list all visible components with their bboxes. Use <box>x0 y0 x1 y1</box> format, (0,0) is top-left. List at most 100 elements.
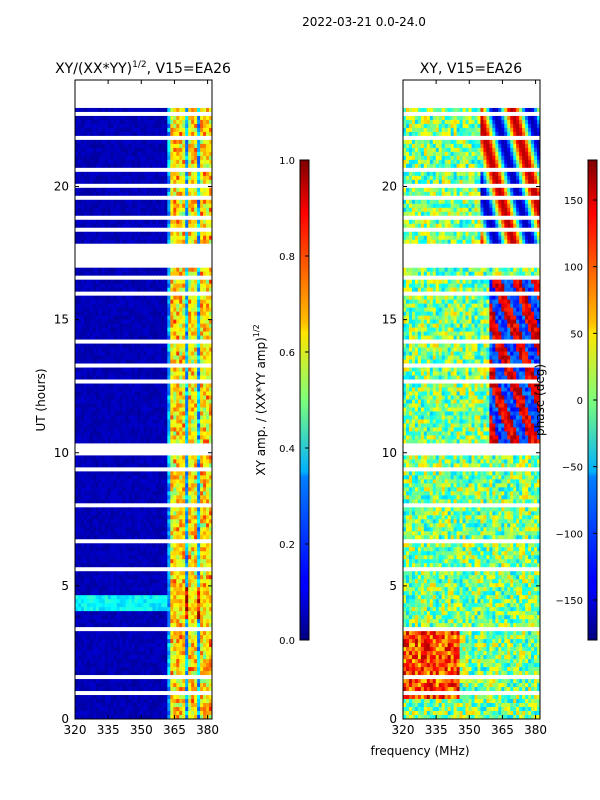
left-heatmap-cell <box>209 115 212 121</box>
left-heatmap-cell <box>206 327 210 333</box>
left-heatmap-cell <box>173 139 177 145</box>
left-heatmap-cell <box>179 447 183 452</box>
left-heatmap-cell <box>131 191 136 197</box>
left-heatmap-cell <box>101 191 106 197</box>
left-heatmap-cell <box>98 187 103 193</box>
left-heatmap-cell <box>158 147 162 153</box>
left-heatmap-cell <box>101 431 106 436</box>
left-heatmap-cell <box>134 327 139 333</box>
left-heatmap-cell <box>179 239 183 245</box>
left-heatmap-cell <box>149 367 153 373</box>
left-heatmap-cell <box>134 115 139 121</box>
left-heatmap-cell <box>113 167 118 173</box>
left-heatmap-cell <box>206 143 210 149</box>
left-heatmap-cell <box>122 247 127 253</box>
left-heatmap-cell <box>194 91 198 97</box>
left-heatmap-cell <box>173 391 177 397</box>
left-heatmap-cell <box>200 475 204 480</box>
left-heatmap-cell <box>86 427 91 432</box>
left-heatmap-cell <box>209 95 212 101</box>
left-heatmap-cell <box>101 391 106 397</box>
left-heatmap-cell <box>122 80 127 85</box>
left-heatmap-cell <box>179 143 183 149</box>
left-heatmap-cell <box>152 215 156 221</box>
left-heatmap-cell <box>176 363 180 369</box>
left-heatmap-cell <box>164 95 168 101</box>
left-heatmap-cell <box>158 323 162 329</box>
left-heatmap-cell <box>194 407 198 412</box>
left-heatmap-cell <box>122 299 127 305</box>
left-heatmap-cell <box>122 395 127 400</box>
left-heatmap-cell <box>155 335 159 341</box>
left-heatmap-cell <box>107 315 112 321</box>
left-heatmap-cell <box>203 195 207 201</box>
left-heatmap-cell <box>188 127 192 133</box>
left-heatmap-cell <box>131 339 136 345</box>
left-heatmap-cell <box>128 467 133 472</box>
left-heatmap-cell <box>164 259 168 265</box>
left-heatmap-cell <box>125 503 130 508</box>
left-heatmap-cell <box>164 91 168 97</box>
left-heatmap-cell <box>161 307 165 313</box>
left-heatmap-cell <box>179 395 183 400</box>
left-heatmap-cell <box>119 479 124 484</box>
left-heatmap-cell <box>197 139 201 145</box>
left-heatmap-cell <box>149 99 153 105</box>
left-heatmap-cell <box>161 131 165 137</box>
left-heatmap-cell <box>140 467 144 472</box>
left-heatmap-cell <box>209 467 212 472</box>
left-heatmap-cell <box>140 359 144 365</box>
left-heatmap-cell <box>185 243 189 249</box>
left-heatmap-cell <box>194 283 198 289</box>
left-heatmap-cell <box>140 119 144 125</box>
left-heatmap-cell <box>194 191 198 197</box>
left-heatmap-cell <box>77 291 82 297</box>
left-heatmap-cell <box>92 219 97 225</box>
left-heatmap-cell <box>92 179 97 185</box>
left-heatmap-cell <box>80 91 85 97</box>
left-heatmap-cell <box>86 303 91 309</box>
left-heatmap-cell <box>167 223 171 229</box>
left-heatmap-cell <box>128 431 133 436</box>
left-heatmap-cell <box>164 299 168 305</box>
left-heatmap-cell <box>200 275 204 281</box>
left-heatmap-cell <box>155 371 159 377</box>
left-heatmap-cell <box>116 259 121 265</box>
left-heatmap-cell <box>146 447 150 452</box>
left-heatmap-cell <box>188 383 192 389</box>
left-heatmap-cell <box>101 163 106 169</box>
left-heatmap-cell <box>179 95 183 101</box>
left-heatmap-cell <box>182 143 186 149</box>
left-heatmap-cell <box>137 247 142 253</box>
left-heatmap-cell <box>185 451 189 456</box>
left-heatmap-cell <box>128 251 133 257</box>
left-heatmap-cell <box>95 355 100 361</box>
left-heatmap-cell <box>206 279 210 285</box>
left-heatmap-cell <box>182 183 186 189</box>
left-heatmap-cell <box>170 403 174 408</box>
left-heatmap-cell <box>113 483 118 488</box>
left-heatmap-cell <box>89 259 94 265</box>
left-heatmap-cell <box>152 231 156 237</box>
left-heatmap-cell <box>77 383 82 389</box>
left-heatmap-cell <box>203 227 207 233</box>
left-heatmap-cell <box>101 327 106 333</box>
left-heatmap-cell <box>131 427 136 432</box>
left-heatmap-cell <box>113 183 118 189</box>
left-heatmap-cell <box>134 347 139 353</box>
left-heatmap-cell <box>116 159 121 165</box>
left-heatmap-cell <box>110 259 115 265</box>
left-heatmap-cell <box>137 395 142 400</box>
left-heatmap-cell <box>209 243 212 249</box>
left-heatmap-cell <box>122 239 127 245</box>
left-heatmap-cell <box>95 107 100 113</box>
left-heatmap-cell <box>98 255 103 261</box>
left-heatmap-cell <box>158 359 162 365</box>
left-heatmap-cell <box>188 311 192 317</box>
left-heatmap-cell <box>140 207 144 213</box>
left-heatmap-cell <box>185 331 189 337</box>
left-heatmap-cell <box>119 467 124 472</box>
left-heatmap-cell <box>140 215 144 221</box>
left-heatmap-cell <box>110 415 115 420</box>
left-heatmap-cell <box>107 231 112 237</box>
